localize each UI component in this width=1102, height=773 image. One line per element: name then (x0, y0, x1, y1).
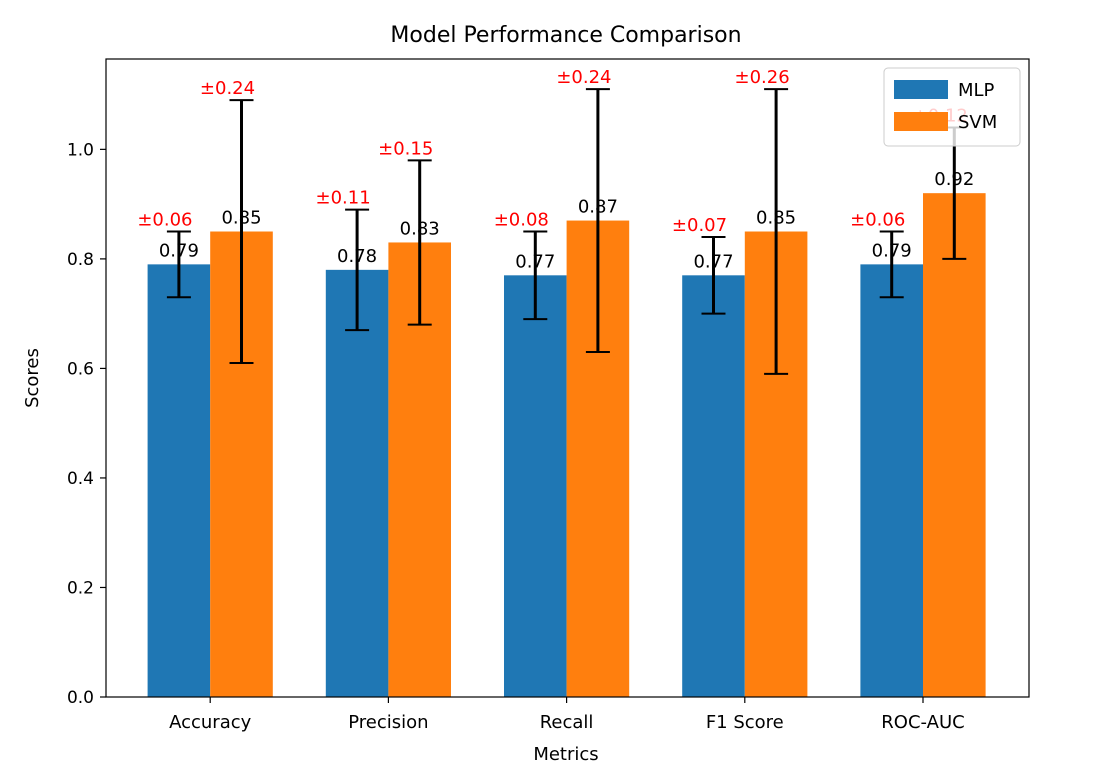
error-bar-svm-2 (585, 88, 610, 353)
y-tick-label: 0.0 (67, 688, 94, 708)
error-label-mlp-0: ±0.06 (137, 210, 192, 231)
value-label-mlp-3: 0.77 (693, 251, 733, 272)
y-tick-label: 0.8 (67, 250, 94, 270)
bar-mlp-3 (682, 275, 745, 697)
error-label-mlp-4: ±0.06 (850, 210, 905, 231)
legend-swatch-svm (894, 112, 948, 131)
chart-title: Model Performance Comparison (390, 23, 741, 48)
value-label-svm-2: 0.87 (578, 197, 618, 218)
legend-label-svm: SVM (958, 112, 997, 133)
x-tick-label: F1 Score (706, 712, 784, 733)
value-label-svm-0: 0.85 (221, 208, 261, 229)
value-label-mlp-0: 0.79 (159, 240, 199, 261)
legend-box (883, 67, 1021, 147)
error-bar-mlp-0 (166, 230, 191, 299)
bar-mlp-2 (504, 275, 567, 697)
error-label-svm-1: ±0.15 (378, 138, 433, 159)
value-label-mlp-4: 0.79 (872, 240, 912, 261)
error-bar-svm-0 (229, 99, 254, 364)
error-label-mlp-3: ±0.07 (672, 215, 727, 236)
y-tick-label: 0.2 (67, 578, 94, 598)
bar-mlp-0 (147, 264, 211, 697)
value-label-svm-4: 0.92 (934, 169, 974, 190)
x-tick-label: ROC-AUC (881, 712, 964, 733)
value-label-svm-3: 0.85 (756, 208, 796, 229)
value-label-mlp-2: 0.77 (515, 251, 555, 272)
value-label-mlp-1: 0.78 (337, 246, 377, 267)
bar-mlp-1 (325, 269, 389, 697)
y-tick-label: 1.0 (67, 140, 94, 160)
legend-label-mlp: MLP (958, 80, 995, 101)
axes-frame (105, 58, 1030, 698)
value-label-svm-1: 0.83 (400, 218, 440, 239)
y-tick-label: 0.6 (67, 359, 94, 379)
error-label-svm-2: ±0.24 (556, 67, 611, 88)
error-bar-mlp-4 (879, 230, 904, 299)
bar-mlp-4 (860, 264, 923, 697)
error-label-mlp-2: ±0.08 (494, 210, 549, 231)
x-tick-label: Accuracy (169, 712, 252, 733)
legend-swatch-mlp (894, 80, 948, 99)
plot-area: 0.79 ±0.06 0.78 ±0.11 0.77 ±0.08 0.77 ±0.07 0.79… (67, 58, 1030, 733)
error-bar-mlp-1 (345, 208, 370, 332)
y-tick-label: 0.4 (67, 469, 94, 489)
x-axis-label: Metrics (533, 744, 598, 765)
bar-svm-4 (923, 193, 986, 697)
y-axis-label: Scores (22, 348, 43, 408)
error-bar-mlp-2 (523, 230, 548, 321)
error-bar-svm-1 (407, 159, 432, 326)
error-label-mlp-1: ±0.11 (316, 188, 371, 209)
error-label-svm-3: ±0.26 (735, 67, 790, 88)
legend: MLP SVM (883, 67, 1021, 147)
error-bar-svm-3 (764, 88, 789, 375)
x-tick-label: Recall (540, 712, 594, 733)
x-tick-label: Precision (348, 712, 428, 733)
error-bar-mlp-3 (701, 235, 726, 315)
error-label-svm-0: ±0.24 (200, 78, 255, 99)
